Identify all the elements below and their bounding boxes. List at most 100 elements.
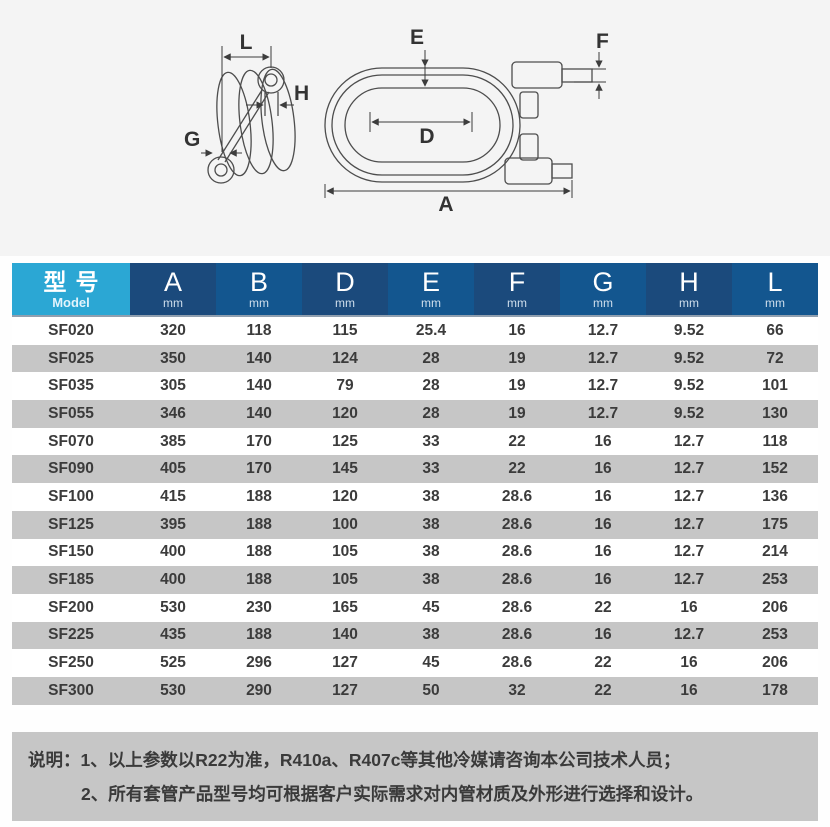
value-cell: 16 — [594, 626, 612, 644]
value-cell: 525 — [160, 654, 186, 672]
value-cell: 170 — [246, 432, 272, 450]
value-cell: 188 — [246, 626, 272, 644]
value-cell: 105 — [332, 571, 358, 589]
value-cell: 12.7 — [673, 432, 705, 450]
value-cell: 16 — [594, 515, 612, 533]
value-cell: 152 — [762, 460, 788, 478]
table-row-SF070: SF070 385 170 125 33 22 16 12.7 118 — [12, 427, 818, 456]
value-cell: 178 — [762, 681, 788, 699]
value-cell: 124 — [332, 349, 358, 367]
value-cell: 38 — [422, 571, 440, 589]
column-letter: H — [679, 267, 699, 297]
value-cell: 72 — [766, 349, 784, 367]
value-cell: 320 — [160, 321, 186, 339]
value-cell: 12.7 — [587, 404, 619, 422]
table-row-SF025: SF025 350 140 124 28 19 12.7 9.52 72 — [12, 344, 818, 373]
value-cell: 130 — [762, 404, 788, 422]
dim-label-d: D — [419, 125, 434, 148]
column-header-model: 型号 Model — [12, 263, 130, 315]
value-cell: 12.7 — [587, 349, 619, 367]
value-cell: 16 — [680, 681, 698, 699]
value-cell: 16 — [508, 321, 526, 339]
value-cell: 28.6 — [501, 626, 533, 644]
value-cell: 530 — [160, 598, 186, 616]
coil-top-view — [324, 61, 593, 185]
value-cell: 118 — [246, 321, 272, 339]
column-unit: mm — [507, 296, 527, 310]
column-letter: F — [508, 267, 526, 297]
model-cell: SF035 — [48, 377, 94, 395]
table-row-SF035: SF035 305 140 79 28 19 12.7 9.52 101 — [12, 372, 818, 401]
value-cell: 120 — [332, 487, 358, 505]
value-cell: 253 — [762, 571, 788, 589]
table-row-SF100: SF100 415 188 120 38 28.6 16 12.7 136 — [12, 483, 818, 511]
value-cell: 400 — [160, 571, 186, 589]
value-cell: 415 — [160, 487, 186, 505]
value-cell: 32 — [508, 681, 526, 699]
value-cell: 188 — [246, 571, 272, 589]
model-cell: SF125 — [48, 515, 94, 533]
value-cell: 145 — [332, 460, 358, 478]
model-cell: SF100 — [48, 487, 94, 505]
value-cell: 118 — [762, 432, 788, 450]
value-cell: 28 — [422, 404, 440, 422]
value-cell: 140 — [246, 349, 272, 367]
value-cell: 9.52 — [673, 377, 705, 395]
value-cell: 188 — [246, 487, 272, 505]
table-row-SF200: SF200 530 230 165 45 28.6 22 16 206 — [12, 593, 818, 622]
value-cell: 22 — [594, 654, 612, 672]
column-letter: E — [421, 267, 440, 297]
model-cell: SF250 — [48, 654, 94, 672]
value-cell: 12.7 — [587, 321, 619, 339]
dim-label-f: F — [596, 30, 609, 53]
table-row-SF055: SF055 346 140 120 28 19 12.7 9.52 130 — [12, 400, 818, 428]
column-unit: mm — [249, 296, 269, 310]
value-cell: 28.6 — [501, 543, 533, 561]
value-cell: 120 — [332, 404, 358, 422]
column-unit: mm — [163, 296, 183, 310]
value-cell: 22 — [508, 432, 526, 450]
value-cell: 22 — [508, 460, 526, 478]
value-cell: 136 — [762, 487, 788, 505]
model-cell: SF185 — [48, 571, 94, 589]
column-letter: G — [592, 267, 614, 297]
value-cell: 16 — [594, 460, 612, 478]
notes-box: 说明：1、以上参数以R22为准，R410a、R407c等其他冷媒请咨询本公司技术… — [12, 732, 818, 821]
column-letter: L — [767, 267, 783, 297]
value-cell: 385 — [160, 432, 186, 450]
value-cell: 127 — [332, 654, 358, 672]
value-cell: 28.6 — [501, 654, 533, 672]
value-cell: 175 — [762, 515, 788, 533]
value-cell: 45 — [422, 654, 440, 672]
value-cell: 125 — [332, 432, 358, 450]
table-row-SF090: SF090 405 170 145 33 22 16 12.7 152 — [12, 455, 818, 484]
value-cell: 28 — [422, 349, 440, 367]
value-cell: 19 — [508, 349, 526, 367]
column-letter: A — [163, 267, 182, 297]
table-body: SF020 320 118 115 25.4 16 12.7 9.52 66 SF025 350 14… — [12, 317, 818, 705]
value-cell: 346 — [160, 404, 186, 422]
value-cell: 12.7 — [673, 543, 705, 561]
model-header-cn: 型号 — [43, 268, 108, 295]
value-cell: 16 — [680, 598, 698, 616]
technical-drawing: L H G — [184, 26, 609, 216]
dim-label-e: E — [410, 26, 424, 49]
value-cell: 140 — [332, 626, 358, 644]
value-cell: 127 — [332, 681, 358, 699]
value-cell: 33 — [422, 460, 440, 478]
value-cell: 140 — [246, 377, 272, 395]
model-cell: SF055 — [48, 404, 94, 422]
value-cell: 214 — [762, 543, 788, 561]
value-cell: 395 — [160, 515, 186, 533]
coil-top-dimensions — [324, 50, 606, 198]
value-cell: 12.7 — [673, 460, 705, 478]
dim-label-l: L — [240, 31, 253, 54]
value-cell: 206 — [762, 654, 788, 672]
model-header-en: Model — [52, 294, 90, 310]
value-cell: 140 — [246, 404, 272, 422]
value-cell: 290 — [246, 681, 272, 699]
